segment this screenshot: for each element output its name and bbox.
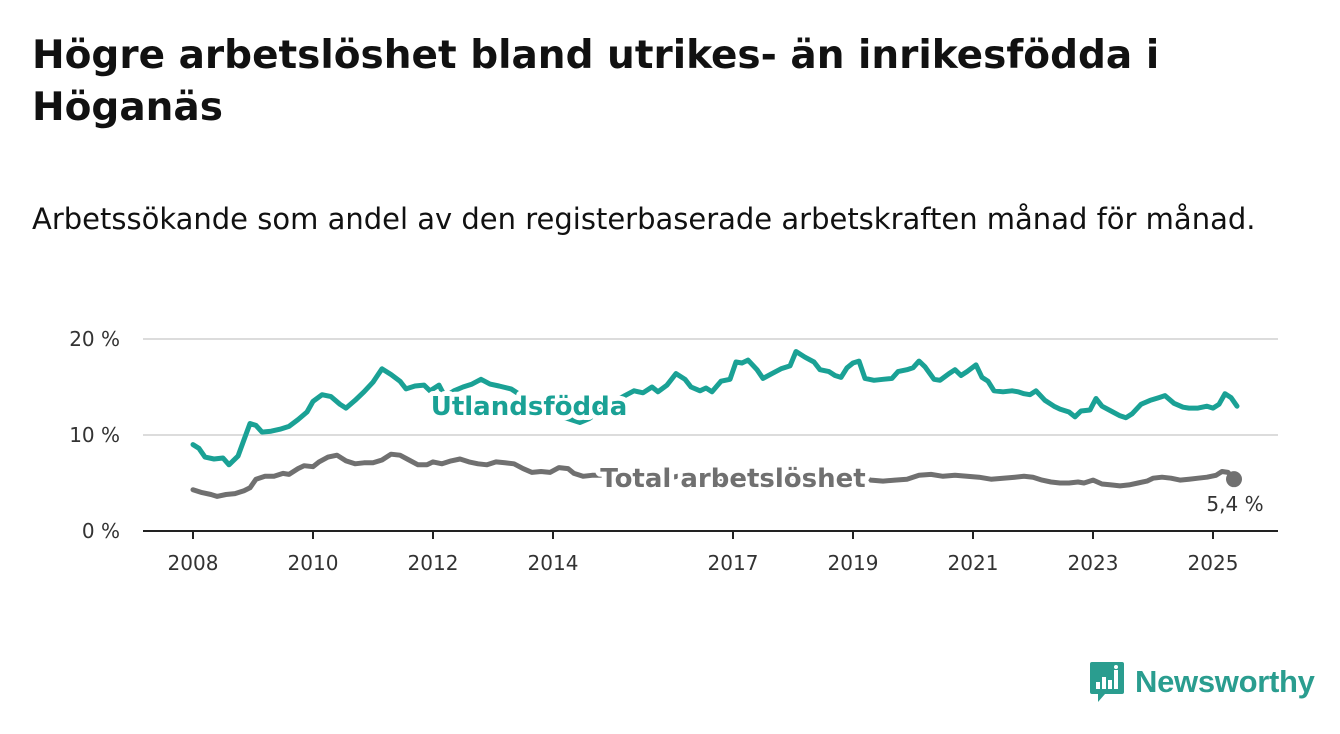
x-tick-label: 2012 (408, 551, 459, 575)
series-line-1 (190, 451, 1237, 499)
series-line-0 (190, 349, 1240, 468)
x-tick-label: 2010 (288, 551, 339, 575)
series-lines (190, 349, 1240, 499)
chart-title: Högre arbetslöshet bland utrikes- än inr… (32, 33, 1160, 130)
newsworthy-brand: Newsworthy (1089, 660, 1315, 704)
x-tick-label: 2023 (1068, 551, 1119, 575)
x-tick-label: 2008 (168, 551, 219, 575)
last-value-dot (1226, 471, 1242, 488)
y-tick-label: 0 % (82, 519, 120, 543)
y-tick-label: 20 % (69, 327, 120, 351)
x-axis-ticks: 2008 2010 2012 2014 2017 2019 2021 2023 2025 (168, 531, 1239, 575)
series-label: Total arbetslöshet (600, 464, 865, 494)
brand-name: Newsworthy (1135, 664, 1315, 699)
gridlines (143, 338, 1278, 532)
chart-subtitle: Arbetssökande som andel av den registerb… (32, 202, 1256, 236)
series-labels: Utlandsfödda Total arbetslöshet 5,4 % (426, 387, 1264, 516)
newsworthy-logo-icon (1090, 662, 1124, 702)
x-tick-label: 2019 (828, 551, 879, 575)
y-axis-ticks: 0 % 10 % 20 % (69, 327, 120, 543)
x-tick-label: 2025 (1188, 551, 1239, 575)
x-tick-label: 2017 (708, 551, 759, 575)
y-tick-label: 10 % (69, 423, 120, 447)
x-tick-label: 2021 (948, 551, 999, 575)
series-label: Utlandsfödda (431, 392, 628, 422)
last-value-label: 5,4 % (1206, 492, 1263, 516)
x-tick-label: 2014 (528, 551, 579, 575)
